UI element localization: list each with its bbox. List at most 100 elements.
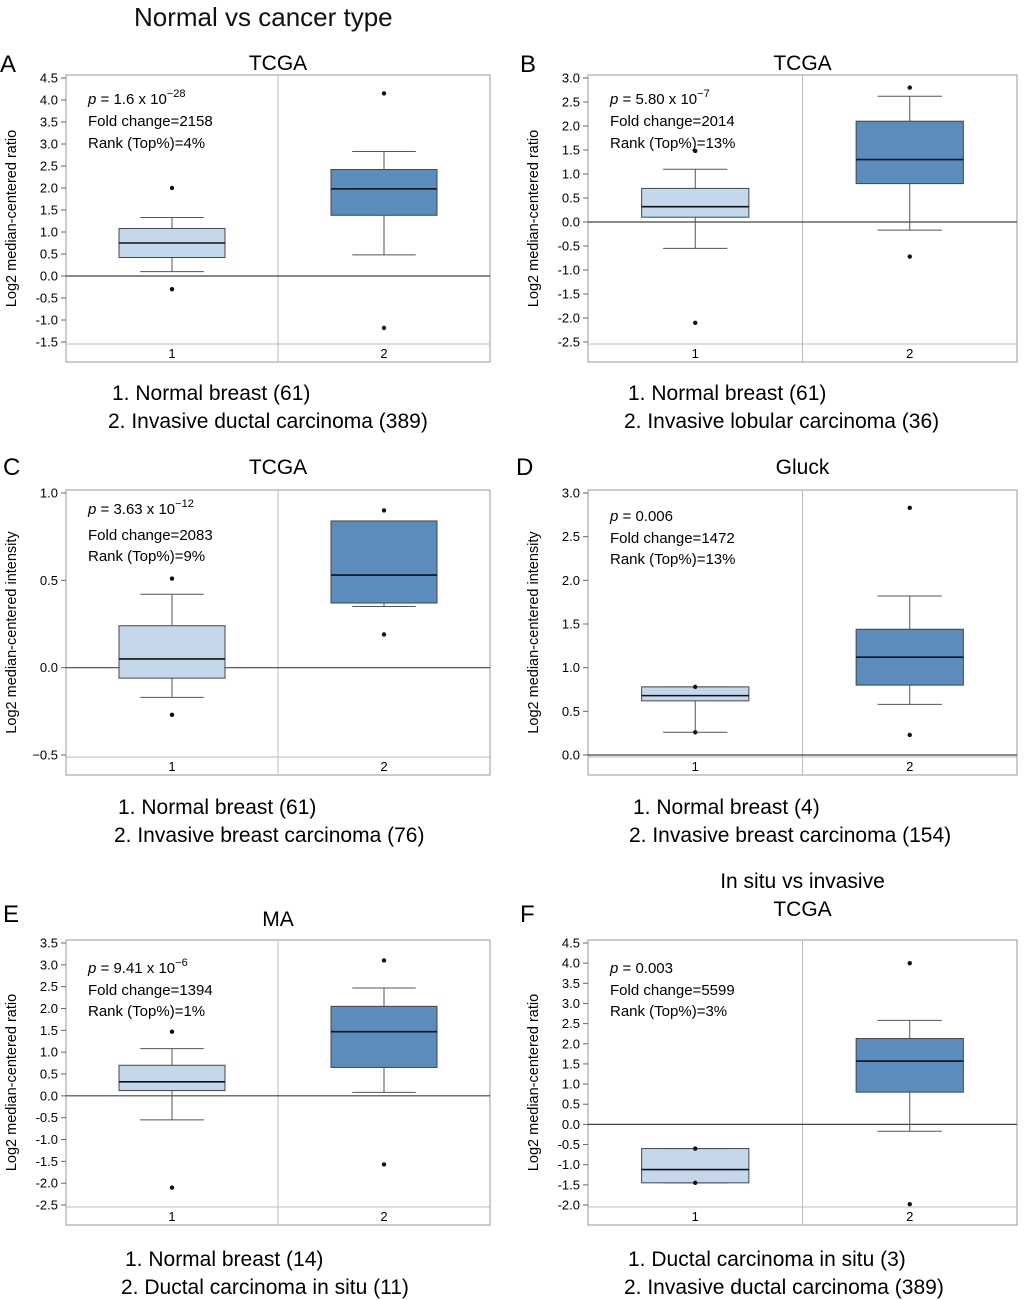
y-tick-label: 0.5 <box>562 704 580 719</box>
y-tick-label: 2.0 <box>562 1036 580 1051</box>
panel-d: D Gluck 3.0 2.5 2.0 1.5 1.0 0.5 0.0 Log2 median-c… <box>516 454 1018 847</box>
panel-letter: F <box>520 901 535 928</box>
y-tick-label: 3.0 <box>40 957 58 972</box>
p-value-text: = 1.6 x 10 <box>96 91 166 108</box>
y-tick-label: 3.5 <box>40 115 58 130</box>
y-tick-label: 1.5 <box>562 617 580 632</box>
p-value-exponent: −12 <box>175 498 194 510</box>
y-tick-label: 1.0 <box>40 486 58 501</box>
y-tick-label: 2.5 <box>40 159 58 174</box>
p-value-exponent: −7 <box>697 88 710 100</box>
y-tick-label: −0.5 <box>32 748 58 763</box>
panel-b: B TCGA 3.0 2.5 2.0 1.5 1.0 0.5 0.0 -0.5 -1.0 -1.5 -2… <box>520 51 1018 433</box>
outlier-point <box>693 148 698 154</box>
x-tick-label: 2 <box>906 346 913 361</box>
box-iqr <box>330 1005 438 1068</box>
legend-entry-2: 2. Invasive lobular carcinoma (36) <box>624 410 939 433</box>
box-2 <box>855 505 964 738</box>
p-value-text: = 9.41 x 10 <box>96 960 175 977</box>
outlier-point <box>381 508 387 513</box>
legend-entry-2: 2. Invasive breast carcinoma (154) <box>629 824 951 847</box>
y-tick-label: 2.5 <box>562 95 580 110</box>
fold-change: Fold change=2014 <box>610 113 735 130</box>
box-1 <box>641 1146 750 1186</box>
y-tick-label: 2.5 <box>562 1016 580 1031</box>
y-tick-label: 1.0 <box>562 660 580 675</box>
outlier-point <box>169 712 175 718</box>
panel-letter: B <box>520 51 536 78</box>
box-1 <box>118 576 226 718</box>
y-tick-label: 0.5 <box>40 1067 58 1082</box>
fold-change: Fold change=2158 <box>88 113 213 130</box>
y-tick-label: 1.5 <box>40 1023 58 1038</box>
y-tick-label: 2.5 <box>40 979 58 994</box>
panel-e: E MA 3.5 3.0 2.5 2.0 1.5 1.0 0.5 0.0 -0.5 -1.0 -1.5 -… <box>3 901 491 1299</box>
y-axis-label: Log2 median-centered intensity <box>4 531 20 734</box>
panel-letter: A <box>0 51 16 78</box>
y-tick-label: -0.5 <box>558 239 580 254</box>
y-tick-label: 3.0 <box>562 71 580 86</box>
p-symbol: p <box>609 508 618 525</box>
y-tick-label: 4.5 <box>562 936 580 951</box>
p-value: p = 0.003 <box>609 960 673 977</box>
box-1 <box>641 148 750 325</box>
p-value-text: = 0.003 <box>618 960 673 977</box>
p-value: p = 3.63 x 10−12 <box>87 498 194 518</box>
y-tick-label: 2.0 <box>40 181 58 196</box>
box-iqr <box>330 520 438 604</box>
box-1 <box>118 1029 226 1190</box>
legend-entry-1: 1. Normal breast (14) <box>125 1248 323 1271</box>
p-symbol: p <box>87 960 96 977</box>
outlier-point <box>169 576 175 581</box>
legend-entry-1: 1. Normal breast (61) <box>112 382 310 405</box>
p-value: p = 9.41 x 10−6 <box>87 957 188 977</box>
p-value-text: = 3.63 x 10 <box>96 501 175 518</box>
outlier-point <box>907 732 912 738</box>
outlier-point <box>381 1162 387 1167</box>
rank-top-percent: Rank (Top%)=4% <box>88 135 205 152</box>
panel-title: TCGA <box>249 456 307 479</box>
y-tick-label: 4.0 <box>562 956 580 971</box>
y-tick-label: 0.5 <box>562 191 580 206</box>
fold-change: Fold change=1472 <box>610 530 735 547</box>
panel-c: C TCGA 1.0 0.5 0.0 −0.5 Log2 median-centered i… <box>3 454 491 847</box>
x-tick-label: 2 <box>906 1209 913 1224</box>
box-iqr <box>118 1064 226 1092</box>
outlier-point <box>169 1029 175 1034</box>
y-tick-label: -1.0 <box>558 1157 580 1172</box>
p-value: p = 1.6 x 10−28 <box>87 88 185 108</box>
box-iqr <box>641 1148 750 1184</box>
p-symbol: p <box>87 501 96 518</box>
outlier-point <box>169 1185 175 1190</box>
panel-letter: C <box>3 454 20 481</box>
legend-entry-1: 1. Normal breast (61) <box>118 796 316 819</box>
y-tick-label: -1.5 <box>558 287 580 302</box>
outlier-point <box>693 1146 698 1151</box>
y-tick-label: 0.0 <box>562 748 580 763</box>
y-tick-label: 1.5 <box>562 143 580 158</box>
y-tick-label: 2.0 <box>562 573 580 588</box>
y-tick-label: 0.0 <box>40 1088 58 1103</box>
x-tick-label: 2 <box>906 759 913 774</box>
outlier-point <box>693 684 698 690</box>
outlier-point <box>907 505 912 511</box>
box-1 <box>641 684 750 735</box>
box-2 <box>330 91 438 331</box>
box-2 <box>330 508 438 637</box>
y-tick-label: -2.0 <box>558 1198 580 1213</box>
panel-supertitle: In situ vs invasive <box>720 870 885 893</box>
y-tick-label: -1.0 <box>36 1132 58 1147</box>
box-iqr <box>330 169 438 216</box>
y-tick-label: 1.5 <box>40 203 58 218</box>
box-iqr <box>118 625 226 679</box>
rank-top-percent: Rank (Top%)=1% <box>88 1003 205 1020</box>
rank-top-percent: Rank (Top%)=3% <box>610 1003 727 1020</box>
y-tick-label: 2.0 <box>40 1001 58 1016</box>
x-tick-label: 1 <box>692 1209 699 1224</box>
y-tick-label: 3.5 <box>40 936 58 951</box>
y-tick-label: 0.5 <box>40 573 58 588</box>
y-tick-label: -1.5 <box>36 335 58 350</box>
p-value-text: = 5.80 x 10 <box>618 91 697 108</box>
panel-letter: D <box>516 454 533 481</box>
outlier-point <box>381 632 387 637</box>
